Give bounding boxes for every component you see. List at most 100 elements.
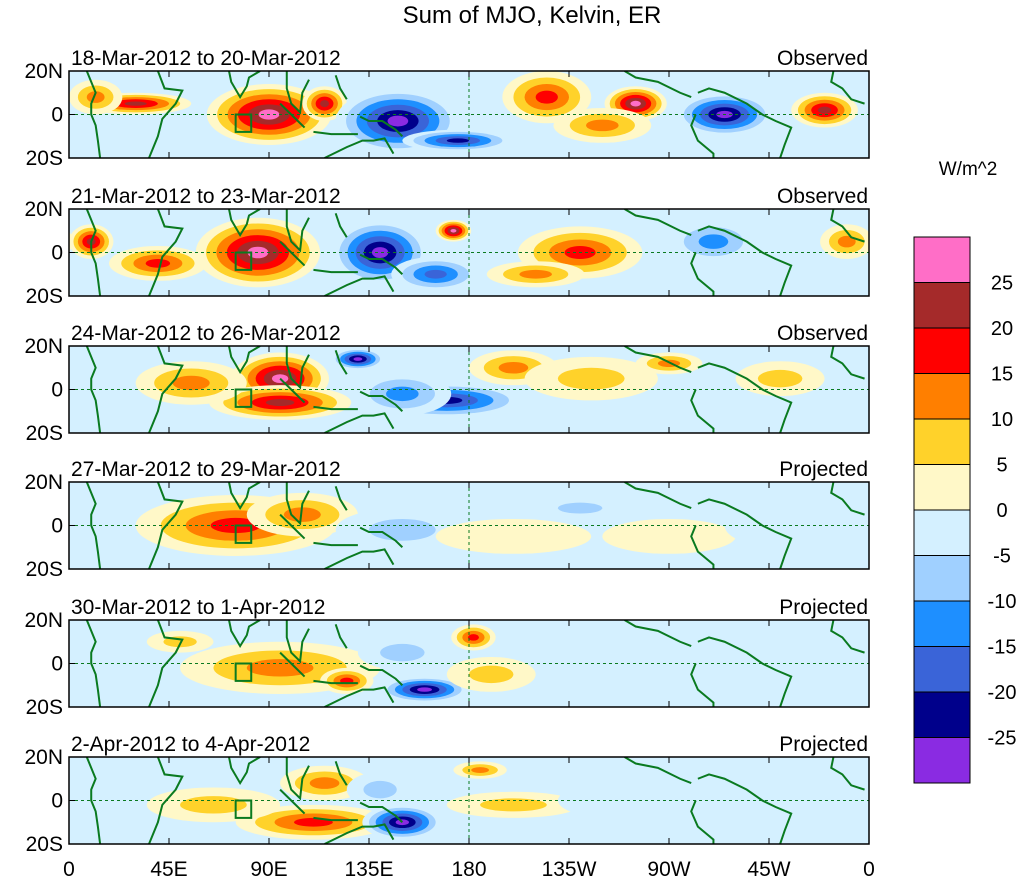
anomaly-contour <box>353 357 363 361</box>
y-tick-label: 20N <box>24 60 63 83</box>
coastline <box>334 213 348 238</box>
colorbar-tick-label: -5 <box>993 546 1011 568</box>
coastline <box>690 114 715 158</box>
y-tick-label: 0 <box>51 104 63 127</box>
anomaly-contour <box>320 100 329 108</box>
anomaly-contour <box>180 796 247 814</box>
anomaly-contour <box>498 361 529 374</box>
map-panel-5: 20N 0 20S 30-Mar-2012 to 1-Apr-2012 Projecte… <box>24 596 870 719</box>
colorbar-tick-label: 20 <box>991 318 1013 340</box>
colorbar-swatch <box>913 555 971 602</box>
coastline <box>830 346 865 380</box>
coastline <box>624 346 692 374</box>
reference-box <box>234 524 253 544</box>
panels: 20N 0 20S 18-Mar-2012 to 20-Mar-2012 Observe… <box>24 47 913 856</box>
y-tick-label: 0 <box>51 515 63 538</box>
colorbar-tick-label: 0 <box>996 500 1007 522</box>
colorbar-swatch <box>913 327 971 374</box>
anomaly-contour <box>450 228 457 233</box>
coastline <box>359 526 404 548</box>
y-tick-label: 0 <box>51 379 63 402</box>
map-panel-2: 20N 0 20S 21-Mar-2012 to 23-Mar-2012 Observe… <box>24 185 913 308</box>
anomaly-contour <box>471 767 489 773</box>
coastline <box>334 350 348 375</box>
coastline <box>359 253 404 275</box>
anomaly-contour <box>535 90 558 104</box>
colorbar-swatch <box>913 373 971 420</box>
colorbar-units: W/m^2 <box>939 159 998 180</box>
x-tick-label: 135E <box>344 858 393 881</box>
anomaly-contour <box>535 637 714 690</box>
coastline <box>85 757 102 844</box>
colorbar-swatch <box>913 282 971 329</box>
coastline <box>313 816 358 822</box>
anomaly-contour <box>557 502 603 514</box>
reference-box <box>234 113 253 133</box>
anomaly-contour <box>724 503 836 548</box>
coastline <box>830 71 865 105</box>
y-tick-label: 20N <box>24 746 63 769</box>
anomaly-contour <box>602 518 736 554</box>
coastline <box>313 541 358 547</box>
coastline <box>85 346 102 433</box>
anomaly-contour <box>469 665 514 684</box>
panel-period: 27-Mar-2012 to 29-Mar-2012 <box>71 458 341 481</box>
anomaly-contour <box>380 643 425 662</box>
map-panel-4: 20N 0 20S 27-Mar-2012 to 29-Mar-2012 Project… <box>24 458 870 581</box>
coastline <box>228 757 261 786</box>
anomaly-contour <box>246 659 314 677</box>
y-tick-label: 20S <box>26 558 63 581</box>
anomaly-contour <box>480 798 547 812</box>
coastline <box>690 252 715 296</box>
coastline <box>228 482 261 511</box>
panel-status: Projected <box>779 596 868 619</box>
coastline <box>285 346 310 390</box>
anomaly-contour <box>69 232 74 252</box>
anomaly-contour <box>869 224 913 259</box>
coastline <box>830 757 865 791</box>
anomaly-contour <box>424 269 447 279</box>
coastline <box>324 412 395 433</box>
coastline <box>359 664 404 686</box>
anomaly-contour <box>519 269 552 279</box>
panel-status: Observed <box>777 185 868 208</box>
coastline <box>334 624 348 649</box>
coastline <box>359 390 404 412</box>
anomaly-contour <box>837 235 856 248</box>
anomaly-contour <box>124 101 147 106</box>
coastline <box>624 71 692 99</box>
coastline <box>148 482 184 569</box>
y-tick-label: 20S <box>26 285 63 308</box>
colorbar-swatch <box>913 691 971 738</box>
panel-plot-area <box>69 757 869 844</box>
y-tick-label: 20S <box>26 147 63 170</box>
y-tick-label: 0 <box>51 653 63 676</box>
anomaly-contour <box>467 634 480 641</box>
anomaly-contour <box>757 369 803 388</box>
anomaly-contour <box>283 507 321 522</box>
panel-plot-area <box>69 482 869 569</box>
coastline <box>313 679 358 685</box>
coastline <box>313 405 358 411</box>
coastline <box>228 71 261 100</box>
panel-plot-area <box>69 620 869 707</box>
coastline <box>359 801 404 823</box>
anomaly-contour <box>698 234 729 249</box>
coastline <box>148 620 184 707</box>
colorbar-swatch <box>913 236 971 283</box>
x-tick-label: 45W <box>747 858 790 881</box>
x-tick-label: 45E <box>150 858 187 881</box>
panel-status: Projected <box>779 733 868 756</box>
x-tick-label: 90E <box>250 858 287 881</box>
panel-plot-area <box>69 209 913 296</box>
anomaly-contour <box>387 115 409 127</box>
coastline <box>285 71 310 115</box>
reference-box <box>234 251 253 271</box>
colorbar-swatch <box>913 646 971 693</box>
anomaly-contour <box>586 119 619 132</box>
panel-period: 30-Mar-2012 to 1-Apr-2012 <box>71 596 325 619</box>
coastline <box>334 486 348 511</box>
x-tick-label: 180 <box>451 858 486 881</box>
anomaly-contour <box>435 518 592 554</box>
